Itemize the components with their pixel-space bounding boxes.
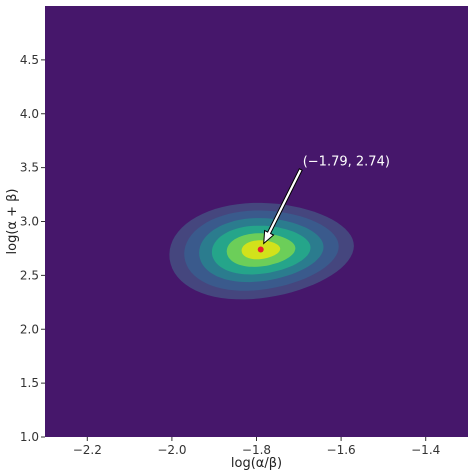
y-tick-label: 1.0 — [20, 430, 39, 444]
y-axis-ticks: 1.0 1.5 2.0 2.5 3.0 3.5 4.0 4.5 — [20, 53, 45, 444]
annotation-label: (−1.79, 2.74) — [303, 155, 390, 170]
y-tick-label: 4.0 — [20, 107, 39, 121]
x-tick-label: −2.2 — [73, 443, 102, 457]
y-tick-label: 2.0 — [20, 322, 39, 336]
x-tick-label: −1.4 — [411, 443, 440, 457]
annotation-arrow — [263, 168, 303, 245]
x-tick-label: −2.0 — [157, 443, 186, 457]
y-tick-label: 4.5 — [20, 53, 39, 67]
x-axis-label: log(α/β) — [231, 456, 282, 471]
y-tick-label: 3.0 — [20, 215, 39, 229]
x-tick-label: −1.8 — [242, 443, 271, 457]
y-tick-label: 2.5 — [20, 268, 39, 282]
x-tick-label: −1.6 — [327, 443, 356, 457]
y-tick-label: 1.5 — [20, 376, 39, 390]
plot-area: (−1.79, 2.74) — [45, 6, 468, 437]
y-tick-label: 3.5 — [20, 161, 39, 175]
x-axis-ticks: −2.2 −2.0 −1.8 −1.6 −1.4 — [73, 437, 440, 457]
mode-marker — [257, 246, 264, 253]
y-axis-label: log(α + β) — [5, 189, 20, 255]
